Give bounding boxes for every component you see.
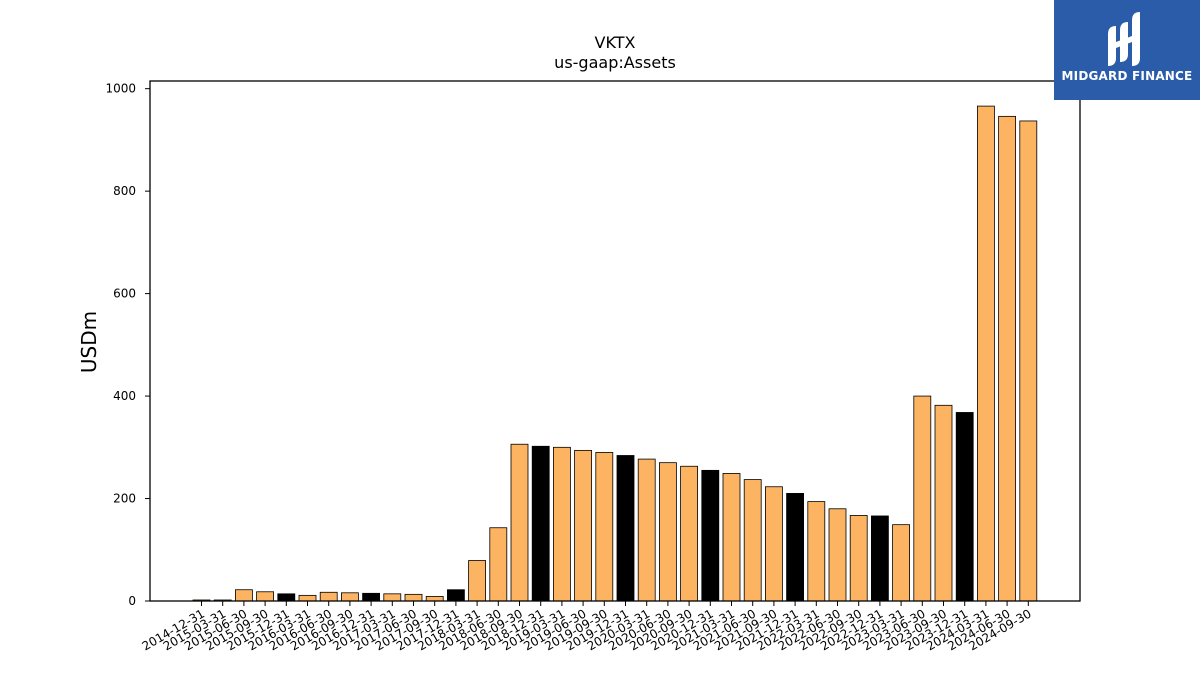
bar-2020-03-31 [637,458,656,602]
bar-2017-09-30 [425,595,444,602]
bar-2015-06-30 [234,589,253,602]
y-ticks-group: 0 200 400 600 800 1000 [105,82,150,608]
bar-2024-09-30 [1019,120,1038,602]
bar-2016-03-31 [298,594,317,602]
brand-logo: MIDGARD FINANCE [1054,0,1200,100]
bar-2022-09-30 [849,515,868,602]
bar-2022-03-31 [807,501,826,602]
bar-2021-06-30 [743,479,762,602]
bar-2017-12-31 [446,589,465,602]
bar-2023-03-31 [892,524,910,602]
bar-2023-06-30 [913,395,932,602]
bar-2024-06-30 [998,115,1016,602]
bar-2021-12-31 [786,493,804,602]
bar-2020-09-30 [680,465,698,602]
bar-2020-12-31 [701,469,720,602]
bar-2018-09-30 [510,443,529,602]
bar-2016-09-30 [340,592,359,602]
bar-2016-12-31 [362,592,381,602]
bar-2022-12-31 [871,515,889,602]
y-tick-label: 1000 [105,82,136,96]
y-tick-label: 800 [113,184,136,198]
bar-2019-09-30 [595,452,614,602]
bar-2016-06-30 [319,591,338,602]
chart-subtitle: us-gaap:Assets [554,53,676,72]
bar-2019-03-31 [553,446,571,602]
bar-2023-12-31 [955,412,974,602]
x-ticks-group: 2014-12-312015-03-312015-06-302015-09-30… [140,601,1034,653]
bar-2020-06-30 [659,462,677,602]
bar-2021-09-30 [765,486,783,602]
y-tick-label: 400 [113,389,136,403]
bar-2018-12-31 [531,445,550,602]
bar-2024-03-31 [977,105,995,602]
bar-2021-03-31 [722,473,741,602]
bar-2019-12-31 [616,455,635,602]
bar-2015-12-31 [277,593,296,602]
chart-title: VKTX [595,33,636,52]
bar-2023-09-30 [934,404,953,602]
y-tick-label: 0 [128,594,136,608]
bar-2018-03-31 [468,560,487,602]
bar-2019-06-30 [574,449,592,602]
bar-2015-09-30 [256,591,275,602]
bars-group [192,105,1038,602]
bar-2022-06-30 [828,508,847,602]
y-axis-label: USDm [77,311,101,373]
midgard-finance-logo-icon [1108,12,1140,66]
bar-2018-06-30 [489,527,508,602]
bar-2017-06-30 [404,593,423,602]
y-tick-label: 200 [113,492,136,506]
brand-name: MIDGARD FINANCE [1061,69,1193,83]
bar-2017-03-31 [383,593,402,602]
y-tick-label: 600 [113,287,136,301]
plot-frame [149,80,1081,602]
